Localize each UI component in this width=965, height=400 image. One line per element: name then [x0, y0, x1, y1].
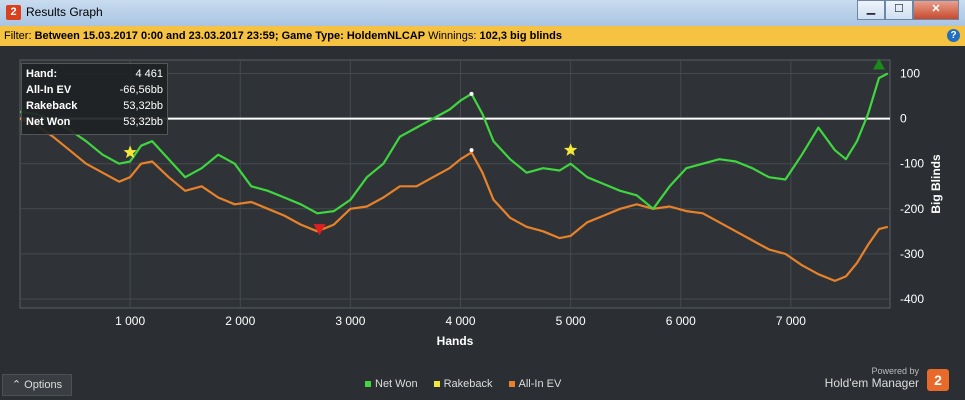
filter-bar[interactable]: Filter: Between 15.03.2017 0:00 and 23.0… [0, 26, 965, 47]
x-tick-label: 6 000 [666, 314, 696, 328]
x-tick-label: 2 000 [225, 314, 255, 328]
low-point-marker [313, 224, 326, 236]
tooltip-row: Rakeback 53,32bb [26, 100, 163, 116]
winnings-value: 102,3 big blinds [479, 30, 562, 42]
x-tick-label: 5 000 [556, 314, 586, 328]
branding: Powered by Hold'em Manager [825, 366, 919, 390]
minimize-button[interactable]: ▁ [857, 0, 885, 20]
y-tick-label: -300 [900, 247, 924, 261]
y-tick-label: 0 [900, 112, 907, 126]
legend-swatch [433, 381, 440, 387]
tooltip-rakeback-value: 53,32bb [123, 100, 163, 112]
tooltip-rakeback-label: Rakeback [26, 100, 78, 112]
legend-label: Net Won [375, 378, 418, 390]
rakeback-star-marker [123, 145, 137, 159]
series-line-all-in-ev [19, 117, 889, 282]
hover-point-marker [469, 91, 474, 96]
x-axis-ticks: 1 000 2 000 3 000 4 000 5 000 6 000 7 000 [115, 314, 806, 328]
filter-prefix: Filter: [4, 30, 32, 42]
legend-item-rakeback[interactable]: Rakeback [433, 377, 493, 391]
tooltip-row: Hand: 4 461 [26, 68, 163, 84]
y-axis-ticks: 100 0 -100 -200 -300 -400 [900, 67, 924, 306]
tooltip-allinev-value: -66,56bb [119, 84, 163, 96]
grid-lines [20, 60, 890, 308]
brand-logo-icon: 2 [927, 369, 949, 391]
y-tick-label: 100 [900, 67, 920, 81]
tooltip-hand-value: 4 461 [135, 68, 163, 80]
legend-swatch [365, 381, 371, 387]
y-axis-label: Big Blinds [929, 154, 943, 214]
winnings-label: Winnings: [428, 30, 477, 42]
y-tick-label: -100 [900, 157, 924, 171]
powered-by-text: Powered by [871, 366, 919, 376]
rakeback-star-marker [564, 143, 578, 156]
x-axis-label: Hands [437, 334, 474, 348]
maximize-button[interactable]: ☐ [885, 0, 913, 20]
tooltip-allinev-label: All-In EV [26, 84, 72, 96]
tooltip-netwon-label: Net Won [26, 116, 71, 128]
tooltip-hand-label: Hand: [26, 68, 58, 80]
close-button[interactable]: ✕ [913, 0, 959, 20]
filter-text: Between 15.03.2017 0:00 and 23.03.2017 2… [34, 30, 426, 42]
series-lines [19, 72, 889, 282]
tooltip-row: Net Won 53,32bb [26, 116, 163, 132]
window-controls: ▁ ☐ ✕ [857, 0, 959, 20]
legend-item-allin-ev[interactable]: All-In EV [508, 377, 562, 391]
chart-markers [123, 58, 885, 236]
legend-item-net-won[interactable]: Net Won [365, 377, 418, 391]
product-name: Hold'em Manager [824, 376, 919, 390]
chart-legend: Net Won Rakeback All-In EV [365, 377, 561, 391]
options-button[interactable]: ⌃ Options [2, 374, 72, 396]
app-logo-icon: 2 [6, 5, 21, 20]
title-bar: 2 Results Graph ▁ ☐ ✕ [0, 0, 965, 27]
tooltip-row: All-In EV -66,56bb [26, 84, 163, 100]
hand-tooltip: Hand: 4 461 All-In EV -66,56bb Rakeback … [21, 63, 168, 135]
legend-label: Rakeback [443, 378, 493, 390]
y-tick-label: -400 [900, 292, 924, 306]
high-point-marker [872, 58, 885, 70]
x-tick-label: 4 000 [445, 314, 475, 328]
legend-swatch [508, 381, 515, 387]
help-icon[interactable]: ? [947, 29, 960, 42]
x-tick-label: 7 000 [776, 314, 806, 328]
series-line-net-won [19, 72, 889, 215]
x-tick-label: 1 000 [115, 314, 145, 328]
y-tick-label: -200 [900, 202, 924, 216]
tooltip-netwon-value: 53,32bb [123, 116, 163, 128]
window-title: Results Graph [26, 5, 103, 19]
hover-point-marker [469, 148, 474, 153]
legend-label: All-In EV [518, 378, 562, 390]
x-tick-label: 3 000 [335, 314, 365, 328]
